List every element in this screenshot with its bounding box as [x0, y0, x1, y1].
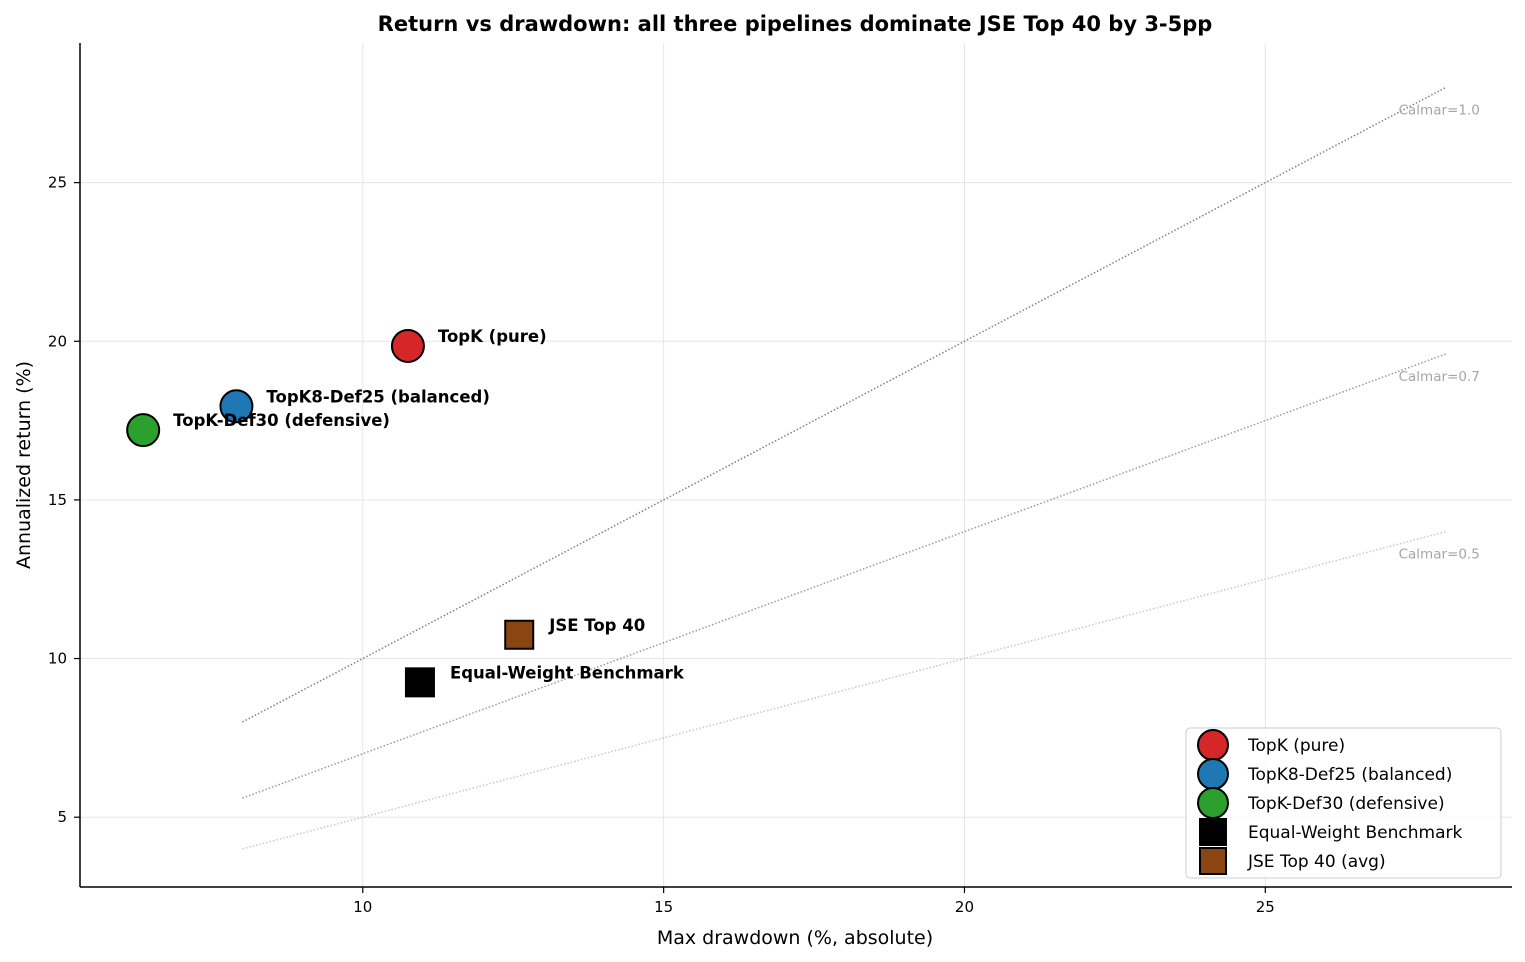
y-axis-label: Annualized return (%) — [13, 361, 35, 569]
reference-line-label-0: Calmar=1.0 — [1399, 102, 1480, 118]
reference-lines: Calmar=1.0 Calmar=0.7 Calmar=0.5 — [242, 86, 1480, 850]
x-tick-label-15: 15 — [654, 898, 673, 916]
x-tick-label-25: 25 — [1256, 898, 1275, 916]
legend-marker-1 — [1197, 758, 1229, 790]
x-tick-label-10: 10 — [353, 898, 372, 916]
point-labels: TopK (pure) TopK8-Def25 (balanced) TopK-De… — [173, 327, 685, 682]
data-label-0: TopK (pure) — [438, 327, 547, 346]
legend-entry-0: TopK (pure) — [1247, 736, 1345, 756]
data-point-0 — [390, 329, 425, 364]
x-tick-label-20: 20 — [955, 898, 974, 916]
reference-line-label-1: Calmar=0.7 — [1399, 369, 1480, 385]
grid — [80, 43, 1512, 887]
reference-line-1 — [242, 353, 1447, 799]
legend-entry-3: Equal-Weight Benchmark — [1248, 823, 1463, 843]
x-axis-label: Max drawdown (%, absolute) — [657, 927, 933, 949]
legend-entry-2: TopK-Def30 (defensive) — [1247, 794, 1445, 814]
data-point-3 — [404, 667, 435, 698]
legend-marker-4 — [1199, 847, 1227, 875]
y-tick-label-5: 5 — [57, 808, 67, 826]
data-label-2: TopK-Def30 (defensive) — [173, 411, 390, 430]
ticks: 10 15 20 25 5 10 15 20 25 — [48, 174, 1275, 916]
legend: TopK (pure) TopK8-Def25 (balanced) TopK-De… — [1185, 727, 1502, 879]
y-tick-label-10: 10 — [48, 650, 67, 668]
y-tick-label-20: 20 — [48, 332, 67, 350]
data-label-4: JSE Top 40 — [548, 616, 645, 635]
reference-line-label-2: Calmar=0.5 — [1399, 547, 1480, 563]
data-label-1: TopK8-Def25 (balanced) — [266, 387, 489, 406]
y-tick-label-25: 25 — [48, 174, 67, 192]
legend-entry-4: JSE Top 40 (avg) — [1247, 852, 1386, 872]
legend-marker-2 — [1197, 787, 1229, 819]
chart-title: Return vs drawdown: all three pipelines … — [378, 12, 1213, 36]
y-tick-label-15: 15 — [48, 491, 67, 509]
data-point-4 — [504, 619, 535, 650]
data-point-1 — [219, 389, 254, 424]
legend-marker-0 — [1197, 729, 1229, 761]
data-points — [126, 329, 535, 698]
legend-marker-3 — [1199, 818, 1227, 846]
legend-box — [1185, 727, 1502, 879]
reference-line-2 — [242, 530, 1447, 850]
reference-line-0 — [242, 86, 1447, 723]
data-point-2 — [126, 413, 161, 448]
data-label-3: Equal-Weight Benchmark — [450, 663, 685, 682]
legend-entry-1: TopK8-Def25 (balanced) — [1247, 765, 1452, 785]
axes — [79, 43, 1512, 888]
